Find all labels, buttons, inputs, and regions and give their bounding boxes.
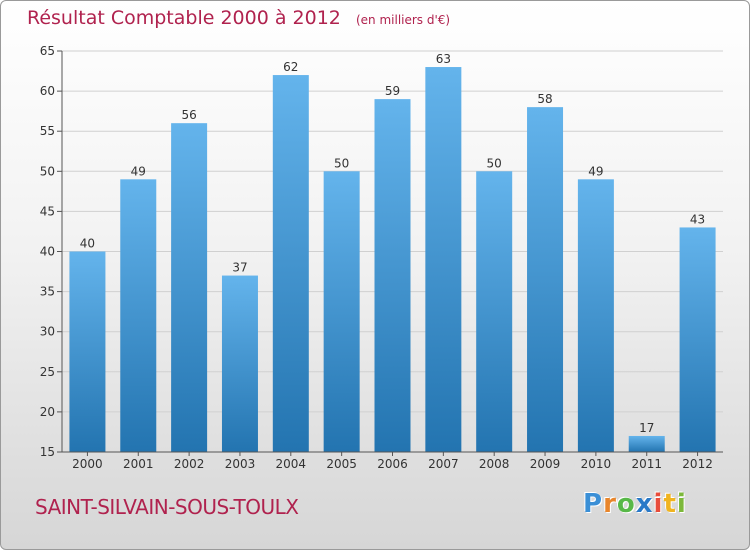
chart-title-main: Résultat Comptable 2000 à 2012 [27, 7, 341, 29]
bar [527, 107, 564, 452]
x-tick-label: 2009 [530, 457, 561, 471]
y-tick-label: 25 [40, 365, 55, 379]
logo-letter: o [616, 489, 636, 519]
bar [69, 251, 106, 452]
proxiti-logo: Proxiti [583, 489, 687, 519]
x-tick-label: 2005 [326, 457, 357, 471]
bar-value-label: 50 [487, 156, 502, 170]
y-tick-label: 35 [40, 285, 55, 299]
x-tick-label: 2012 [682, 457, 713, 471]
bar-value-label: 58 [537, 92, 552, 106]
x-tick-label: 2002 [174, 457, 205, 471]
data-labels: 40 49 56 37 62 50 59 63 50 58 49 17 43 [80, 52, 705, 435]
bar-value-label: 49 [131, 164, 146, 178]
bar-value-label: 37 [232, 261, 247, 275]
y-tick-label: 65 [40, 44, 55, 58]
bar [171, 123, 208, 453]
bar [272, 75, 309, 452]
chart-title-unit: (en milliers d'€) [355, 13, 451, 27]
y-tick-label: 40 [40, 245, 55, 259]
bar [120, 179, 157, 452]
chart-title: Résultat Comptable 2000 à 2012 (en milli… [27, 7, 450, 29]
y-tick-label: 45 [40, 204, 55, 218]
bar [628, 435, 665, 452]
bar [425, 67, 462, 452]
logo-letter: i [676, 489, 687, 519]
bar-value-label: 50 [334, 156, 349, 170]
commune-name: SAINT-SILVAIN-SOUS-TOULX [35, 495, 299, 519]
bar [374, 99, 411, 453]
bar-value-label: 56 [181, 108, 196, 122]
x-tick-label: 2010 [581, 457, 612, 471]
y-tick-label: 20 [40, 405, 55, 419]
logo-letter: P [583, 489, 604, 519]
x-tick-label: 2001 [123, 457, 154, 471]
y-tick-label: 60 [40, 84, 55, 98]
x-tick-label: 2011 [631, 457, 662, 471]
bar [476, 171, 513, 453]
bar-value-label: 43 [690, 212, 705, 226]
bar-value-label: 17 [639, 421, 654, 435]
bars [69, 67, 716, 453]
y-tick-label: 30 [40, 325, 55, 339]
x-tick-label: 2000 [72, 457, 103, 471]
logo-letter: i [653, 489, 664, 519]
bar [221, 275, 258, 452]
x-tick-label: 2007 [428, 457, 459, 471]
bar-value-label: 40 [80, 237, 95, 251]
bar-value-label: 59 [385, 84, 400, 98]
y-tick-label: 55 [40, 124, 55, 138]
bar [577, 179, 614, 452]
bar-value-label: 63 [436, 52, 451, 66]
logo-letter: t [663, 489, 677, 519]
logo-letter: x [635, 489, 654, 519]
logo-letter: r [603, 489, 617, 519]
x-tick-label: 2003 [225, 457, 256, 471]
bar-value-label: 62 [283, 60, 298, 74]
y-tick-label: 50 [40, 164, 55, 178]
bar [679, 227, 716, 452]
x-tick-label: 2006 [377, 457, 408, 471]
y-tick-label: 15 [40, 445, 55, 459]
axes: 15 20 25 30 35 40 45 50 55 60 65 2000 2001 2002 2003 20… [40, 44, 723, 471]
x-tick-label: 2008 [479, 457, 510, 471]
bar [323, 171, 360, 453]
bar-value-label: 49 [588, 164, 603, 178]
x-tick-label: 2004 [276, 457, 307, 471]
